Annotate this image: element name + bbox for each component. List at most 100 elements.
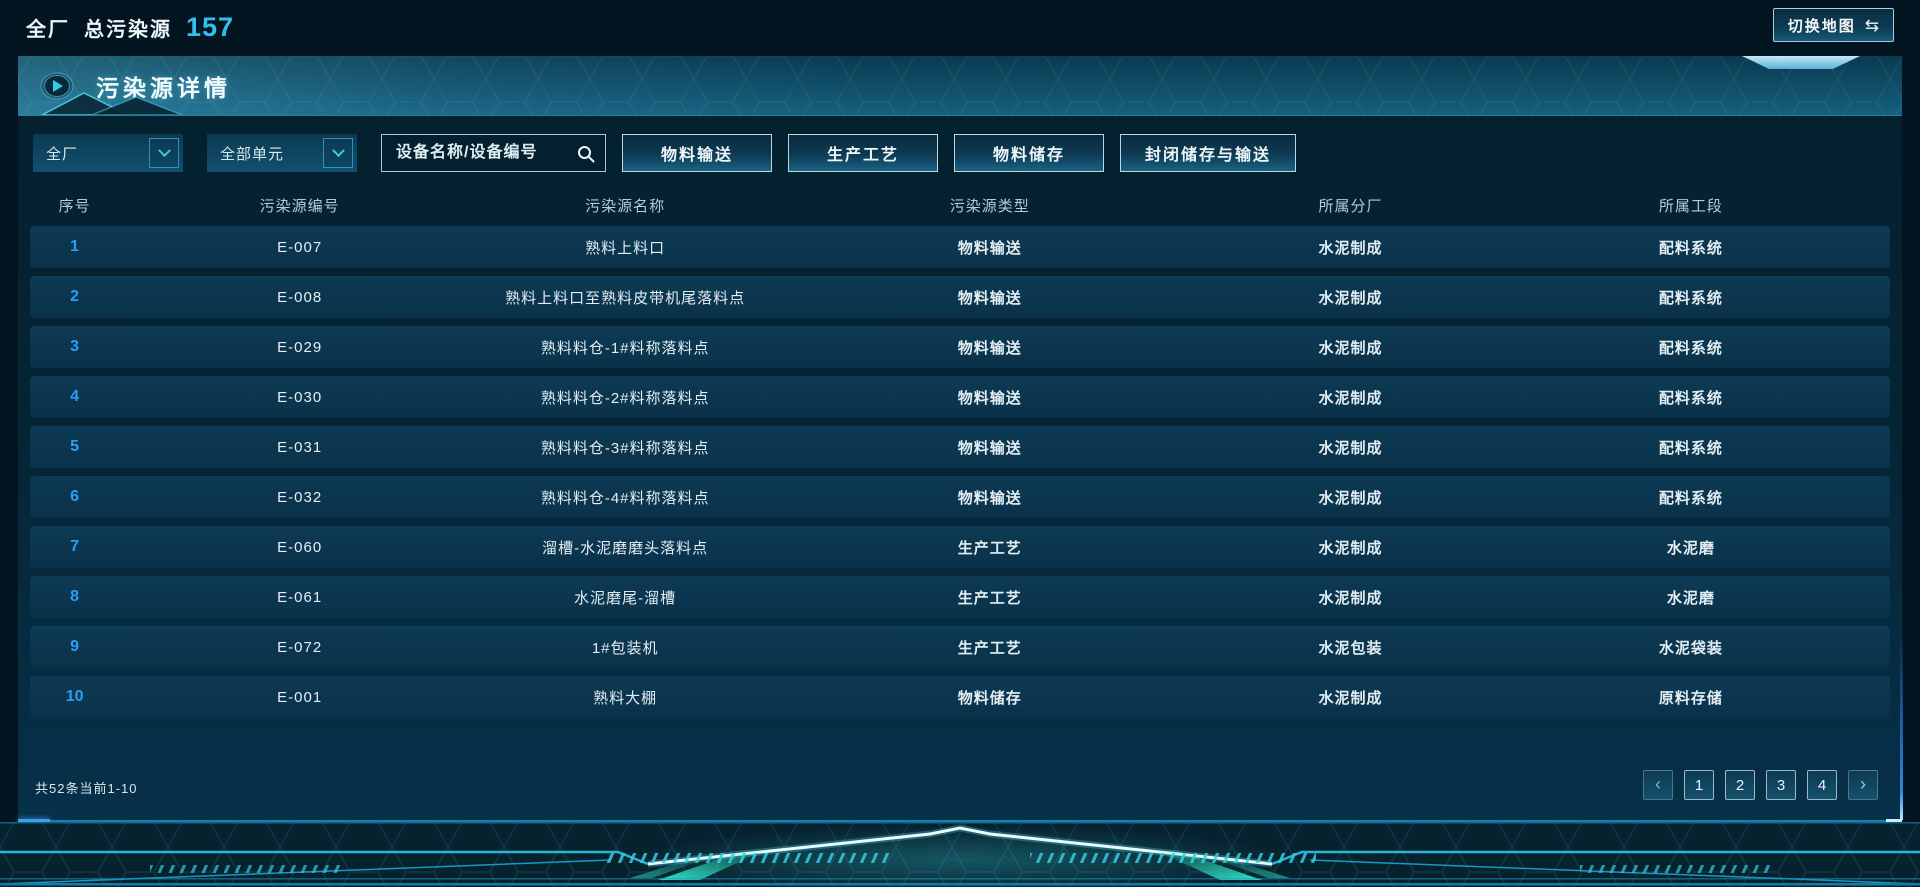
filter-button-material-storage[interactable]: 物料储存 [954, 134, 1104, 172]
panel-corner-accent-left [18, 819, 50, 822]
row-work-section: 水泥磨 [1666, 589, 1715, 607]
filter-button-label: 物料储存 [992, 147, 1065, 164]
row-source-type: 物料输送 [957, 239, 1022, 257]
row-branch-plant: 水泥制成 [1318, 689, 1383, 707]
page-number: 2 [1735, 776, 1745, 794]
plant-select[interactable]: 全厂 [33, 134, 183, 172]
table-row[interactable]: 5 E-031 熟料料仓-3#料称落料点 物料输送 水泥制成 配料系统 [30, 426, 1890, 468]
filter-button-label: 封闭储存与输送 [1144, 147, 1271, 164]
search-icon[interactable] [577, 145, 595, 163]
topbar-title: 全厂 总污染源 157 [26, 12, 234, 43]
row-work-section: 配料系统 [1658, 239, 1723, 257]
table-body: 1 E-007 熟料上料口 物料输送 水泥制成 配料系统 2 E-008 熟料上… [30, 226, 1890, 718]
row-source-code: E-072 [277, 638, 323, 656]
table-row[interactable]: 10 E-001 熟料大棚 物料储存 水泥制成 原料存储 [30, 676, 1890, 718]
table-row[interactable]: 6 E-032 熟料料仓-4#料称落料点 物料输送 水泥制成 配料系统 [30, 476, 1890, 518]
row-source-name: 熟料大棚 [593, 689, 658, 707]
col-header-name: 污染源名称 [585, 197, 666, 215]
row-source-type: 生产工艺 [957, 539, 1022, 557]
play-circle-icon [40, 72, 74, 99]
table-row[interactable]: 2 E-008 熟料上料口至熟料皮带机尾落料点 物料输送 水泥制成 配料系统 [30, 276, 1890, 318]
table-row[interactable]: 7 E-060 溜槽-水泥磨磨头落料点 生产工艺 水泥制成 水泥磨 [30, 526, 1890, 568]
chevron-down-icon[interactable] [323, 138, 353, 168]
row-work-section: 配料系统 [1658, 439, 1723, 457]
device-search [381, 134, 606, 172]
mountains-decoration [41, 92, 183, 115]
switch-map-button[interactable]: 切换地图 ⇆ [1772, 8, 1894, 42]
row-branch-plant: 水泥制成 [1318, 239, 1383, 257]
pagination: ‹ 1 2 3 4 › [1643, 770, 1878, 800]
row-index: 5 [70, 438, 80, 455]
panel-corner-accent-right [1886, 819, 1902, 822]
chevron-down-icon[interactable] [149, 138, 179, 168]
table-row[interactable]: 4 E-030 熟料料仓-2#料称落料点 物料输送 水泥制成 配料系统 [30, 376, 1890, 418]
page-number: 3 [1776, 776, 1786, 794]
row-branch-plant: 水泥制成 [1318, 439, 1383, 457]
table-row[interactable]: 3 E-029 熟料料仓-1#料称落料点 物料输送 水泥制成 配料系统 [30, 326, 1890, 368]
row-index: 8 [70, 588, 80, 605]
page-number: 4 [1817, 776, 1827, 794]
col-header-index: 序号 [58, 197, 91, 215]
topbar: 全厂 总污染源 157 切换地图 ⇆ [0, 0, 1920, 56]
row-index: 10 [65, 688, 84, 705]
filter-button-production-process[interactable]: 生产工艺 [788, 134, 938, 172]
device-search-input[interactable] [382, 135, 605, 171]
pagination-page-3[interactable]: 3 [1766, 770, 1796, 800]
pagination-prev-button[interactable]: ‹ [1643, 770, 1673, 800]
row-work-section: 水泥袋装 [1658, 639, 1723, 657]
table-row[interactable]: 8 E-061 水泥磨尾-溜槽 生产工艺 水泥制成 水泥磨 [30, 576, 1890, 618]
panel-title: 污染源详情 [96, 74, 231, 101]
row-branch-plant: 水泥制成 [1318, 339, 1383, 357]
panel-right-edge-glow [1900, 630, 1903, 820]
row-index: 1 [70, 238, 80, 255]
records-summary: 共52条当前1-10 [35, 781, 138, 796]
total-pollution-count: 157 [186, 12, 235, 42]
filter-button-label: 生产工艺 [826, 147, 899, 164]
row-index: 2 [70, 288, 80, 305]
chevron-left-icon: ‹ [1655, 774, 1661, 794]
row-source-type: 物料输送 [957, 489, 1022, 507]
header-corner-tab-decoration [1742, 56, 1860, 69]
panel-footer: 共52条当前1-10 ‹ 1 2 3 4 › [18, 762, 1902, 820]
row-source-name: 熟料料仓-2#料称落料点 [540, 389, 710, 407]
row-source-type: 物料储存 [957, 689, 1022, 707]
table-header-row: 序号 污染源编号 污染源名称 污染源类型 所属分厂 所属工段 [30, 184, 1890, 226]
col-header-branch: 所属分厂 [1318, 197, 1383, 215]
panel-header: 污染源详情 [18, 56, 1902, 116]
row-source-type: 物料输送 [957, 439, 1022, 457]
unit-select-value: 全部单元 [220, 145, 285, 163]
row-source-name: 熟料料仓-1#料称落料点 [540, 339, 710, 357]
pagination-page-1[interactable]: 1 [1684, 770, 1714, 800]
col-header-code: 污染源编号 [259, 197, 340, 215]
green-slash-right [1155, 850, 1290, 880]
row-source-name: 熟料料仓-4#料称落料点 [540, 489, 710, 507]
row-work-section: 水泥磨 [1666, 539, 1715, 557]
green-slash-left [630, 850, 765, 880]
table-row[interactable]: 9 E-072 1#包装机 生产工艺 水泥包装 水泥袋装 [30, 626, 1890, 668]
row-branch-plant: 水泥制成 [1318, 389, 1383, 407]
row-work-section: 原料存储 [1658, 689, 1723, 707]
row-source-code: E-032 [277, 488, 323, 506]
pagination-page-4[interactable]: 4 [1807, 770, 1837, 800]
filter-button-closed-storage-transport[interactable]: 封闭储存与输送 [1120, 134, 1296, 172]
row-source-type: 物料输送 [957, 389, 1022, 407]
row-source-type: 物料输送 [957, 339, 1022, 357]
row-source-name: 熟料上料口 [585, 239, 666, 257]
switch-map-label: 切换地图 [1787, 17, 1856, 35]
row-source-type: 物料输送 [957, 289, 1022, 307]
row-source-code: E-001 [277, 688, 323, 706]
row-source-code: E-031 [277, 438, 323, 456]
row-source-name: 溜槽-水泥磨磨头落料点 [542, 539, 709, 557]
row-index: 7 [70, 538, 80, 555]
table-row[interactable]: 1 E-007 熟料上料口 物料输送 水泥制成 配料系统 [30, 226, 1890, 268]
row-branch-plant: 水泥制成 [1318, 589, 1383, 607]
pagination-next-button[interactable]: › [1848, 770, 1878, 800]
swap-arrows-icon: ⇆ [1864, 15, 1879, 35]
filter-button-material-transport[interactable]: 物料输送 [622, 134, 772, 172]
row-source-type: 生产工艺 [957, 589, 1022, 607]
row-index: 9 [70, 638, 80, 655]
total-pollution-label: 总污染源 [84, 19, 172, 41]
row-source-name: 熟料料仓-3#料称落料点 [540, 439, 710, 457]
pagination-page-2[interactable]: 2 [1725, 770, 1755, 800]
unit-select[interactable]: 全部单元 [207, 134, 357, 172]
